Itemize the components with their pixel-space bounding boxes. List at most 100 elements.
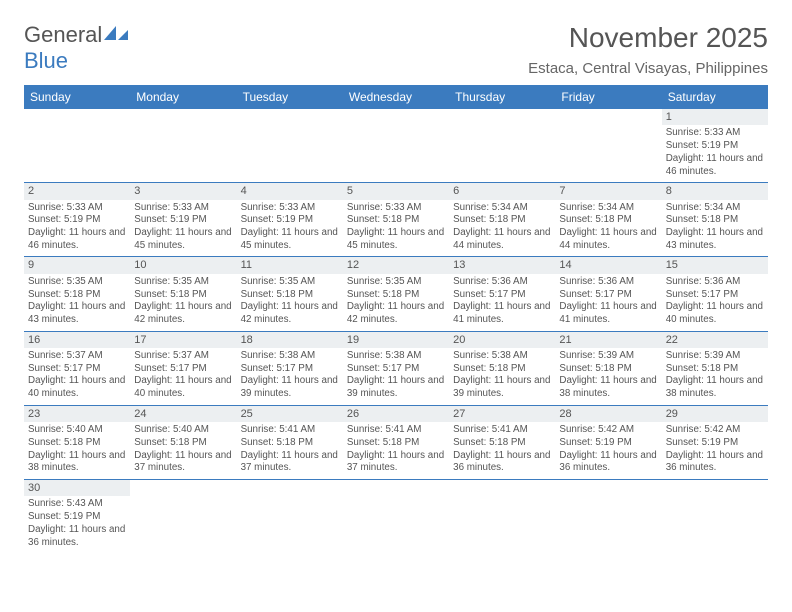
day-cell: 9Sunrise: 5:35 AMSunset: 5:18 PMDaylight… bbox=[24, 257, 130, 331]
empty-cell bbox=[237, 109, 343, 183]
daylight-text: Daylight: 11 hours and 39 minutes. bbox=[453, 375, 551, 400]
daylight-text: Daylight: 11 hours and 46 minutes. bbox=[28, 227, 126, 252]
week-row: 16Sunrise: 5:37 AMSunset: 5:17 PMDayligh… bbox=[24, 331, 768, 405]
day-header-tuesday: Tuesday bbox=[237, 85, 343, 109]
day-number: 6 bbox=[449, 183, 555, 199]
sunset-text: Sunset: 5:19 PM bbox=[241, 214, 339, 227]
day-cell: 7 Sunrise: 5:34 AMSunset: 5:18 PMDaylight… bbox=[555, 183, 661, 257]
daylight-text: Daylight: 11 hours and 43 minutes. bbox=[28, 301, 126, 326]
sunrise-text: Sunrise: 5:36 AM bbox=[666, 276, 764, 289]
day-cell: 16Sunrise: 5:37 AMSunset: 5:17 PMDayligh… bbox=[24, 331, 130, 405]
week-row: 30Sunrise: 5:43 AMSunset: 5:19 PMDayligh… bbox=[24, 480, 768, 554]
day-number: 8 bbox=[662, 183, 768, 199]
logo-text-blue: Blue bbox=[24, 48, 68, 73]
day-cell: 21Sunrise: 5:39 AMSunset: 5:18 PMDayligh… bbox=[555, 331, 661, 405]
sunset-text: Sunset: 5:19 PM bbox=[666, 140, 764, 153]
daylight-text: Daylight: 11 hours and 42 minutes. bbox=[347, 301, 445, 326]
sunset-text: Sunset: 5:19 PM bbox=[134, 214, 232, 227]
day-cell: 15Sunrise: 5:36 AMSunset: 5:17 PMDayligh… bbox=[662, 257, 768, 331]
sunset-text: Sunset: 5:19 PM bbox=[559, 437, 657, 450]
sunrise-text: Sunrise: 5:35 AM bbox=[347, 276, 445, 289]
day-number: 5 bbox=[343, 183, 449, 199]
sunset-text: Sunset: 5:19 PM bbox=[28, 511, 126, 524]
sunrise-text: Sunrise: 5:38 AM bbox=[347, 350, 445, 363]
day-number: 19 bbox=[343, 332, 449, 348]
sunset-text: Sunset: 5:18 PM bbox=[134, 289, 232, 302]
sunset-text: Sunset: 5:18 PM bbox=[559, 363, 657, 376]
day-header-row: SundayMondayTuesdayWednesdayThursdayFrid… bbox=[24, 85, 768, 109]
sunset-text: Sunset: 5:17 PM bbox=[559, 289, 657, 302]
day-number: 4 bbox=[237, 183, 343, 199]
day-cell: 13Sunrise: 5:36 AMSunset: 5:17 PMDayligh… bbox=[449, 257, 555, 331]
day-number: 20 bbox=[449, 332, 555, 348]
sunrise-text: Sunrise: 5:38 AM bbox=[241, 350, 339, 363]
empty-cell bbox=[130, 109, 236, 183]
daylight-text: Daylight: 11 hours and 46 minutes. bbox=[666, 153, 764, 178]
sunrise-text: Sunrise: 5:41 AM bbox=[453, 424, 551, 437]
sunrise-text: Sunrise: 5:37 AM bbox=[134, 350, 232, 363]
daylight-text: Daylight: 11 hours and 36 minutes. bbox=[453, 450, 551, 475]
sunrise-text: Sunrise: 5:33 AM bbox=[28, 202, 126, 215]
day-cell: 23Sunrise: 5:40 AMSunset: 5:18 PMDayligh… bbox=[24, 405, 130, 479]
sunset-text: Sunset: 5:19 PM bbox=[666, 437, 764, 450]
empty-cell bbox=[237, 480, 343, 554]
daylight-text: Daylight: 11 hours and 38 minutes. bbox=[28, 450, 126, 475]
day-number: 9 bbox=[24, 257, 130, 273]
sunset-text: Sunset: 5:18 PM bbox=[453, 214, 551, 227]
day-number: 25 bbox=[237, 406, 343, 422]
sunset-text: Sunset: 5:18 PM bbox=[559, 214, 657, 227]
sunset-text: Sunset: 5:18 PM bbox=[28, 437, 126, 450]
sunset-text: Sunset: 5:17 PM bbox=[666, 289, 764, 302]
day-cell: 18Sunrise: 5:38 AMSunset: 5:17 PMDayligh… bbox=[237, 331, 343, 405]
sunrise-text: Sunrise: 5:36 AM bbox=[453, 276, 551, 289]
daylight-text: Daylight: 11 hours and 45 minutes. bbox=[134, 227, 232, 252]
day-number: 12 bbox=[343, 257, 449, 273]
sunset-text: Sunset: 5:17 PM bbox=[134, 363, 232, 376]
day-cell: 12Sunrise: 5:35 AMSunset: 5:18 PMDayligh… bbox=[343, 257, 449, 331]
day-cell: 27Sunrise: 5:41 AMSunset: 5:18 PMDayligh… bbox=[449, 405, 555, 479]
daylight-text: Daylight: 11 hours and 38 minutes. bbox=[666, 375, 764, 400]
daylight-text: Daylight: 11 hours and 45 minutes. bbox=[347, 227, 445, 252]
day-header-thursday: Thursday bbox=[449, 85, 555, 109]
sunset-text: Sunset: 5:19 PM bbox=[28, 214, 126, 227]
header: GeneralBlue November 2025 Estaca, Centra… bbox=[24, 22, 768, 77]
day-number: 21 bbox=[555, 332, 661, 348]
day-cell: 14Sunrise: 5:36 AMSunset: 5:17 PMDayligh… bbox=[555, 257, 661, 331]
day-number: 7 bbox=[555, 183, 661, 199]
daylight-text: Daylight: 11 hours and 39 minutes. bbox=[241, 375, 339, 400]
calendar-body: 1Sunrise: 5:33 AMSunset: 5:19 PMDaylight… bbox=[24, 109, 768, 553]
empty-cell bbox=[130, 480, 236, 554]
sunrise-text: Sunrise: 5:37 AM bbox=[28, 350, 126, 363]
sunrise-text: Sunrise: 5:34 AM bbox=[666, 202, 764, 215]
sunrise-text: Sunrise: 5:34 AM bbox=[559, 202, 657, 215]
day-cell: 26Sunrise: 5:41 AMSunset: 5:18 PMDayligh… bbox=[343, 405, 449, 479]
sunrise-text: Sunrise: 5:40 AM bbox=[28, 424, 126, 437]
sunrise-text: Sunrise: 5:33 AM bbox=[666, 127, 764, 140]
day-header-monday: Monday bbox=[130, 85, 236, 109]
sunset-text: Sunset: 5:18 PM bbox=[347, 214, 445, 227]
sunrise-text: Sunrise: 5:42 AM bbox=[666, 424, 764, 437]
day-cell: 29Sunrise: 5:42 AMSunset: 5:19 PMDayligh… bbox=[662, 405, 768, 479]
day-cell: 4Sunrise: 5:33 AMSunset: 5:19 PMDaylight… bbox=[237, 183, 343, 257]
day-cell: 2Sunrise: 5:33 AMSunset: 5:19 PMDaylight… bbox=[24, 183, 130, 257]
daylight-text: Daylight: 11 hours and 44 minutes. bbox=[559, 227, 657, 252]
daylight-text: Daylight: 11 hours and 40 minutes. bbox=[666, 301, 764, 326]
day-number: 22 bbox=[662, 332, 768, 348]
sunset-text: Sunset: 5:18 PM bbox=[28, 289, 126, 302]
daylight-text: Daylight: 11 hours and 44 minutes. bbox=[453, 227, 551, 252]
day-header-wednesday: Wednesday bbox=[343, 85, 449, 109]
day-cell: 5Sunrise: 5:33 AMSunset: 5:18 PMDaylight… bbox=[343, 183, 449, 257]
sunrise-text: Sunrise: 5:39 AM bbox=[559, 350, 657, 363]
day-number: 27 bbox=[449, 406, 555, 422]
sunrise-text: Sunrise: 5:35 AM bbox=[241, 276, 339, 289]
logo-text: GeneralBlue bbox=[24, 22, 130, 74]
day-number: 3 bbox=[130, 183, 236, 199]
logo-sail-icon bbox=[102, 24, 130, 42]
daylight-text: Daylight: 11 hours and 37 minutes. bbox=[134, 450, 232, 475]
day-number: 28 bbox=[555, 406, 661, 422]
day-number: 26 bbox=[343, 406, 449, 422]
empty-cell bbox=[343, 480, 449, 554]
logo-text-general: General bbox=[24, 22, 102, 47]
sunrise-text: Sunrise: 5:38 AM bbox=[453, 350, 551, 363]
day-number: 24 bbox=[130, 406, 236, 422]
